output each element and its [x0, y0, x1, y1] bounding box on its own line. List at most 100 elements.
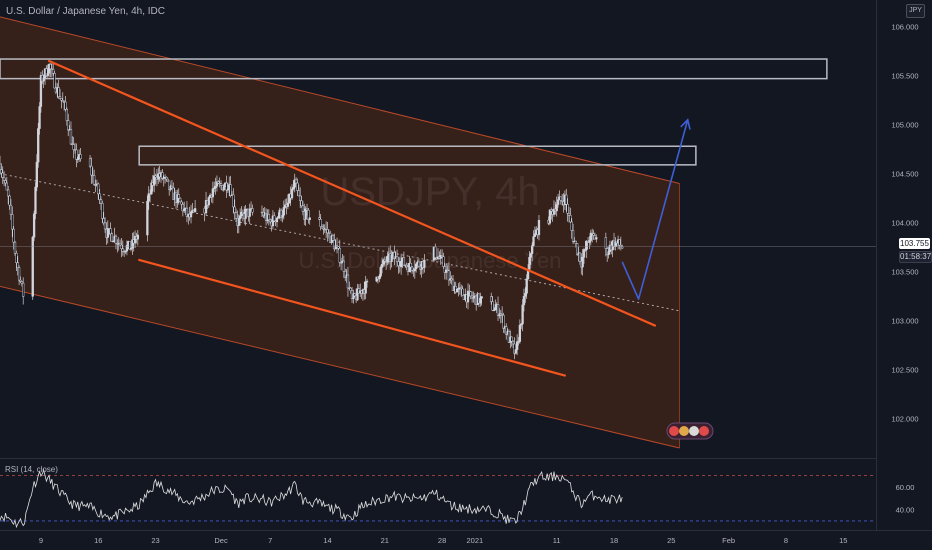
candle-body	[550, 209, 553, 212]
candle-body	[397, 261, 400, 266]
candle	[492, 304, 496, 312]
candle-body	[344, 271, 347, 278]
candle-body	[576, 243, 579, 255]
candle	[226, 182, 230, 193]
event-markers[interactable]	[666, 422, 714, 440]
resistance-zone-2[interactable]	[138, 145, 697, 166]
candle	[9, 199, 13, 221]
candle	[320, 224, 324, 229]
candle-body	[211, 188, 215, 198]
candle	[37, 122, 40, 168]
candle-body	[447, 270, 451, 281]
time-tick-label: 8	[784, 536, 788, 545]
candle-body	[405, 265, 408, 267]
candle-body	[176, 194, 179, 203]
candle	[585, 240, 588, 259]
projection-arrowhead	[680, 118, 691, 130]
resistance-zones[interactable]	[0, 58, 828, 166]
event-icon[interactable]	[689, 426, 699, 436]
time-tick-label: Feb	[722, 536, 735, 545]
candle	[125, 240, 129, 256]
projection-path[interactable]	[621, 118, 691, 300]
candle	[528, 250, 531, 272]
currency-badge[interactable]: JPY	[906, 4, 925, 18]
candle	[52, 62, 55, 76]
candle-body	[434, 246, 437, 258]
candle-body	[378, 275, 381, 280]
candle	[578, 252, 582, 265]
candle-body	[72, 144, 75, 150]
candle-body	[352, 293, 355, 299]
candle-body	[125, 245, 129, 252]
rsi-tick-label: 40.00	[896, 506, 915, 515]
candle-body	[106, 228, 109, 238]
candle	[61, 92, 64, 103]
trendlines[interactable]	[0, 59, 876, 377]
candle	[170, 179, 174, 190]
candle-body	[267, 214, 270, 221]
candle-body	[446, 269, 449, 272]
candle-body	[565, 194, 568, 205]
channel-upper-line[interactable]	[0, 16, 680, 184]
projection-line[interactable]	[621, 119, 689, 300]
candle-body	[349, 287, 352, 292]
candle	[128, 241, 131, 250]
candle	[415, 262, 418, 273]
candle-body	[9, 204, 13, 215]
candle-body	[445, 269, 448, 273]
candle	[559, 196, 562, 205]
candle	[286, 194, 290, 210]
candle-body	[240, 211, 243, 216]
candle	[555, 196, 558, 217]
event-icon[interactable]	[669, 426, 679, 436]
candle	[472, 291, 475, 303]
candle-body	[46, 73, 49, 77]
price-tick-label: 104.000	[891, 219, 918, 228]
candle-body	[592, 233, 595, 236]
event-icon[interactable]	[699, 426, 709, 436]
candle-body	[532, 236, 535, 246]
candle	[102, 212, 105, 226]
candle	[118, 239, 122, 246]
candle	[423, 254, 426, 273]
candle	[305, 203, 309, 216]
resistance-zone-1[interactable]	[0, 58, 828, 80]
candle-body	[529, 253, 532, 258]
pane-divider[interactable]	[0, 458, 876, 459]
candle	[154, 173, 157, 185]
candle	[618, 239, 621, 250]
candle-body	[320, 226, 324, 229]
time-axis[interactable]: 9 16 23 Dec 7 14 21 28 2021 11 18 25 Feb 8 15	[39, 536, 848, 545]
candle-body	[496, 304, 500, 316]
candle	[109, 222, 112, 242]
candle-body	[517, 341, 520, 343]
candle	[395, 249, 399, 267]
trendline-1[interactable]	[48, 59, 657, 327]
event-icon[interactable]	[679, 426, 689, 436]
candle-body	[233, 206, 236, 213]
candle-body	[571, 230, 575, 242]
candle-body	[511, 340, 515, 345]
candle-body	[460, 287, 463, 290]
candle-body	[319, 219, 322, 227]
candle	[69, 121, 73, 146]
price-axis-divider	[876, 0, 877, 530]
candle	[502, 312, 505, 333]
candle	[240, 206, 243, 219]
candle	[307, 208, 310, 224]
rsi-legend[interactable]: RSI (14, close)	[5, 465, 58, 474]
candle	[35, 154, 38, 192]
channel-lower-line[interactable]	[0, 285, 680, 449]
candle-body	[0, 163, 2, 171]
candle-body	[409, 262, 412, 268]
price-axis[interactable]: 106.000 105.500 105.000 104.500 104.000 103.5…	[891, 23, 918, 424]
earnings-event-icons[interactable]	[666, 422, 714, 440]
candle-body	[472, 296, 475, 299]
trendline-2[interactable]	[138, 258, 566, 377]
candle-body	[455, 289, 459, 293]
candle-body	[0, 169, 3, 174]
candle	[229, 175, 232, 198]
candle-body	[533, 233, 537, 237]
candle	[279, 208, 283, 222]
